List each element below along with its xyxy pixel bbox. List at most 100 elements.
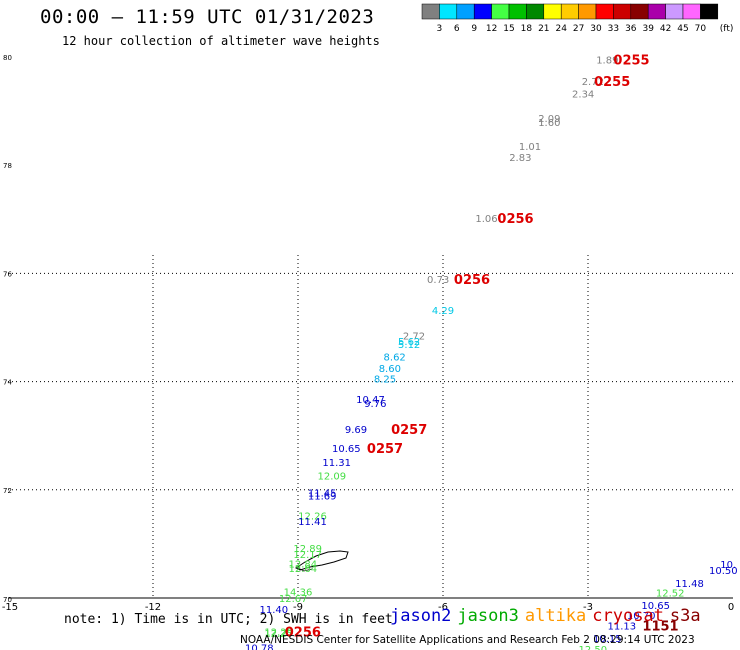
colorbar-label: 39 xyxy=(642,24,654,34)
colorbar-swatch xyxy=(665,3,684,20)
colorbar-label: 27 xyxy=(573,24,584,34)
x-tick-label: -6 xyxy=(438,602,448,613)
colorbar-swatch xyxy=(682,3,701,20)
colorbar-swatch xyxy=(439,3,458,20)
wave-height-value: 8.62 xyxy=(384,353,406,364)
wave-height-value: 2.09 xyxy=(538,114,560,125)
wave-height-value: 12.50 xyxy=(579,645,608,650)
colorbar-swatch xyxy=(578,3,597,20)
colorbar-label: 33 xyxy=(608,24,619,34)
wave-height-value: 8.60 xyxy=(379,364,401,375)
colorbar-swatch xyxy=(456,3,475,20)
wave-height-value: 2.72 xyxy=(582,77,604,88)
wave-height-value: 9.69 xyxy=(345,425,367,436)
colorbar-swatch xyxy=(473,3,492,20)
wave-height-value: 12.84 xyxy=(289,560,318,571)
pass-time-label: 0257 xyxy=(367,442,403,457)
wave-height-value: 12.27 xyxy=(264,629,293,640)
colorbar-swatch xyxy=(700,3,719,20)
wave-height-value: 12.64 xyxy=(289,564,318,575)
colorbar-label: 6 xyxy=(454,24,460,34)
colorbar-label: 18 xyxy=(521,24,533,34)
wave-height-labels: 1.89 2.72 2.34 2.091.60 1.012.83 1.06 0.73 4.29… xyxy=(245,55,738,650)
wave-height-value: 8.25 xyxy=(374,375,396,386)
wave-height-value: 5.12 xyxy=(398,340,420,351)
x-tick-label: -3 xyxy=(583,602,593,613)
colorbar-label: 30 xyxy=(590,24,602,34)
satellite-jason3: jason3 xyxy=(457,606,519,626)
chart-grid xyxy=(8,255,733,598)
satellite-jason2: jason2 xyxy=(390,606,452,626)
colorbar-unit: (ft) xyxy=(720,24,734,34)
colorbar-label: 42 xyxy=(660,24,671,34)
satellite-legend: jason2 jason3 altika cryosat s3a xyxy=(390,606,707,626)
wave-height-value: 11.69 xyxy=(308,492,337,503)
wave-height-value: 12.17 xyxy=(293,550,322,561)
wave-height-value: 10.65 xyxy=(641,601,670,612)
satellite-s3a: s3a xyxy=(669,606,701,626)
y-tick-label: 80 xyxy=(3,54,12,62)
wave-height-value: 10.47 xyxy=(356,395,385,406)
colorbar-swatch xyxy=(595,3,614,20)
pass-time-label: 0256 xyxy=(497,212,533,227)
colorbar-label: 36 xyxy=(625,24,637,34)
colorbar-label: 21 xyxy=(538,24,549,34)
wave-height-value: 11.48 xyxy=(675,579,704,590)
x-tick-label: -9 xyxy=(293,602,303,613)
wave-height-value: 1.60 xyxy=(538,118,560,129)
wave-height-value: 11.13 xyxy=(608,621,637,632)
pass-time-label: 0255 xyxy=(594,75,630,90)
y-tick-label: 74 xyxy=(3,379,12,387)
colorbar-swatch xyxy=(613,3,632,20)
wave-height-value: 0.73 xyxy=(427,275,449,286)
wave-height-value: 12.52 xyxy=(656,588,685,599)
page-subtitle: 12 hour collection of altimeter wave hei… xyxy=(62,34,380,48)
wave-height-value: 10.50 xyxy=(709,566,738,577)
x-tick-label: -12 xyxy=(145,602,161,613)
island-outline xyxy=(295,550,349,572)
pass-time-label: 0256 xyxy=(454,273,490,288)
pass-time-label: 1151 xyxy=(642,619,678,634)
wave-height-value: 4.29 xyxy=(432,306,454,317)
wave-height-value: 1.01 xyxy=(519,142,541,153)
y-tick-label: 72 xyxy=(3,487,12,495)
y-tick-label: 70 xyxy=(3,596,12,604)
pass-time-labels: 025502550256025602570257025611511152 xyxy=(285,53,679,640)
wave-height-value: 10.65 xyxy=(332,444,361,455)
wave-height-value: 2.72 xyxy=(403,331,425,342)
wave-height-value: 11.41 xyxy=(298,517,327,528)
wave-height-value: 5.62 xyxy=(398,337,420,348)
colorbar-swatch xyxy=(647,3,666,20)
colorbar-label: 15 xyxy=(503,24,514,34)
colorbar-label: 9 xyxy=(471,24,477,34)
wave-height-value: 10. xyxy=(720,560,736,571)
wave-height-value: 1.89 xyxy=(596,55,618,66)
wave-height-value: 2.83 xyxy=(509,153,531,164)
wave-height-value: 12.26 xyxy=(298,512,327,523)
chart-axes: -15 -12 -9 -6 -3 0 70 72 74 76 78 80 xyxy=(2,54,734,613)
colorbar-label: 45 xyxy=(677,24,688,34)
wave-height-value: 10.70 xyxy=(627,611,656,622)
wave-height-value: 14.36 xyxy=(284,587,313,598)
page-title: 00:00 – 11:59 UTC 01/31/2023 xyxy=(40,6,375,28)
colorbar-swatch xyxy=(560,3,579,20)
credit-line: NOAA/NESDIS Center for Satellite Applica… xyxy=(240,634,695,646)
footnote: note: 1) Time is in UTC; 2) SWH is in fe… xyxy=(64,612,393,627)
satellite-cryosat: cryosat xyxy=(592,606,664,626)
colorbar-swatch xyxy=(526,3,545,20)
wave-height-value: 9.76 xyxy=(364,399,386,410)
wave-height-value: 12.89 xyxy=(293,544,322,555)
pass-time-label: 0257 xyxy=(391,423,427,438)
colorbar-legend: 3 6 9 12 15 18 21 24 27 30 33 36 39 42 45 70 (ft) xyxy=(421,3,734,34)
pass-time-label: 0255 xyxy=(613,53,649,68)
wave-height-value: 10.15 xyxy=(593,634,622,645)
wave-height-value: 11.31 xyxy=(322,458,351,469)
colorbar-swatch xyxy=(508,3,527,20)
satellite-altika: altika xyxy=(524,606,587,626)
wave-height-value: 12.67 xyxy=(279,594,308,605)
y-tick-label: 78 xyxy=(3,162,12,170)
colorbar-label: 3 xyxy=(437,24,443,34)
wave-height-value: 12.29 xyxy=(264,627,293,638)
colorbar-swatch xyxy=(630,3,649,20)
